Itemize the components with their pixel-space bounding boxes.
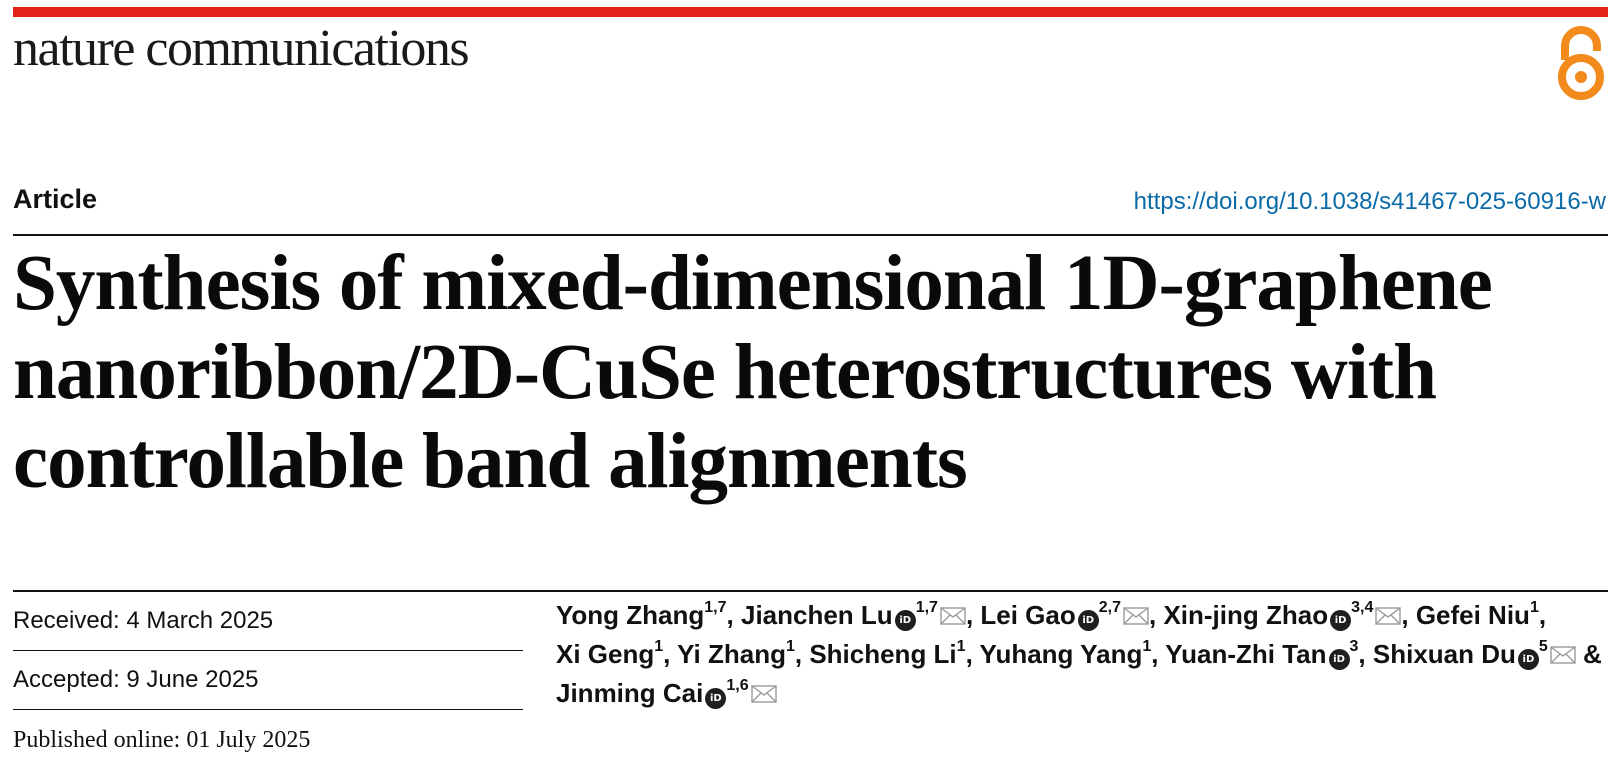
author-name[interactable]: Lei Gao [980, 600, 1076, 630]
author-entry: Shicheng Li1 [809, 639, 965, 669]
author-affiliation[interactable]: 1 [1142, 638, 1152, 656]
author-separator: , [965, 639, 980, 669]
author-entry: Yuhang Yang1 [980, 639, 1152, 669]
author-affiliation[interactable]: 3,4 [1351, 599, 1374, 617]
author-entry: Jinming Cai iD1,6 [556, 677, 777, 709]
open-access-lock-icon [1558, 26, 1604, 100]
author-entry: Yong Zhang1,7 [556, 600, 727, 630]
published-date: Published online: 01 July 2025 [13, 727, 311, 753]
article-title: Synthesis of mixed-dimensional 1D-graphe… [13, 240, 1493, 505]
author-affiliation[interactable]: 1 [1529, 599, 1539, 617]
author-separator: , [1151, 639, 1166, 669]
author-affiliation[interactable]: 1 [956, 638, 966, 656]
author-affiliation[interactable]: 1 [654, 638, 664, 656]
orcid-icon[interactable]: iD [1330, 610, 1352, 631]
doi-link[interactable]: https://doi.org/10.1038/s41467-025-60916… [1133, 188, 1606, 215]
email-icon[interactable] [750, 685, 777, 703]
author-entry: Yi Zhang1 [677, 639, 795, 669]
author-separator: & [1575, 639, 1602, 669]
author-name[interactable]: Jianchen Lu [740, 600, 893, 630]
author-name[interactable]: Yong Zhang [556, 600, 705, 630]
author-name[interactable]: Xin-jing Zhao [1163, 600, 1329, 630]
author-affiliation[interactable]: 1,7 [704, 599, 727, 617]
author-separator: , [1401, 600, 1416, 630]
author-affiliation[interactable]: 5 [1538, 638, 1548, 656]
author-entry: Shixuan Du iD5 [1372, 638, 1576, 670]
author-name[interactable]: Jinming Cai [556, 678, 704, 708]
metadata-divider [13, 590, 1608, 592]
author-name[interactable]: Xi Geng [556, 639, 655, 669]
author-separator: , [1149, 600, 1164, 630]
author-affiliation[interactable]: 1,6 [726, 677, 749, 695]
author-separator: , [663, 639, 678, 669]
orcid-icon[interactable]: iD [1328, 649, 1350, 670]
author-entry: Jianchen Lu iD1,7 [740, 599, 966, 631]
email-icon[interactable] [1375, 607, 1402, 625]
journal-name[interactable]: nature communications [13, 20, 470, 77]
author-separator: , [1358, 639, 1373, 669]
article-type-label: Article [13, 184, 98, 214]
author-separator: , [726, 600, 741, 630]
header-divider [13, 234, 1608, 236]
article-dates: Received: 4 March 2025 Accepted: 9 June … [13, 592, 523, 770]
orcid-icon[interactable]: iD [894, 610, 916, 631]
author-entry: Xi Geng1 [556, 639, 663, 669]
email-icon[interactable] [1123, 607, 1149, 625]
email-icon[interactable] [1550, 646, 1576, 664]
author-affiliation[interactable]: 1,7 [915, 599, 938, 617]
header-accent-bar [13, 7, 1608, 17]
author-separator: , [965, 600, 981, 630]
author-entry: Lei Gao iD2,7 [980, 599, 1149, 631]
author-separator: , [794, 639, 810, 669]
author-affiliation[interactable]: 2,7 [1098, 599, 1121, 617]
author-affiliation[interactable]: 1 [785, 638, 795, 656]
author-name[interactable]: Yuan-Zhi Tan [1165, 639, 1327, 669]
email-icon[interactable] [940, 607, 966, 625]
author-name[interactable]: Yuhang Yang [979, 639, 1143, 669]
author-affiliation[interactable]: 3 [1349, 638, 1359, 656]
author-entry: Yuan-Zhi Tan iD3 [1165, 638, 1359, 670]
author-list: Yong Zhang1,7, Jianchen Lu iD1,7, Lei Gao… [556, 596, 1616, 713]
orcid-icon[interactable]: iD [1517, 649, 1539, 670]
author-name[interactable]: Gefei Niu [1415, 600, 1530, 630]
author-entry: Xin-jing Zhao iD3,4 [1163, 599, 1402, 631]
orcid-icon[interactable]: iD [705, 688, 727, 709]
author-name[interactable]: Shicheng Li [809, 639, 957, 669]
author-separator: , [1538, 600, 1547, 630]
author-name[interactable]: Yi Zhang [677, 639, 786, 669]
received-date: Received: 4 March 2025 [13, 592, 523, 651]
author-entry: Gefei Niu1 [1416, 600, 1539, 630]
accepted-date: Accepted: 9 June 2025 [13, 651, 523, 710]
orcid-icon[interactable]: iD [1077, 610, 1099, 631]
author-name[interactable]: Shixuan Du [1372, 639, 1516, 669]
